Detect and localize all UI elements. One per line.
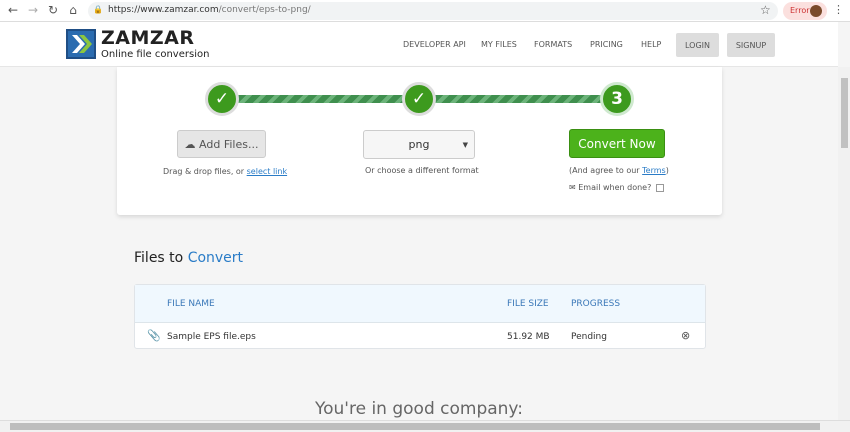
paperclip-icon: 📎 <box>147 329 161 342</box>
brand-tagline: Online file conversion <box>101 49 210 60</box>
column-file-size: FILE SIZE <box>507 299 549 309</box>
caret-down-icon: ▼ <box>462 141 468 149</box>
email-checkbox[interactable] <box>656 184 664 192</box>
agree-close: ) <box>665 166 669 175</box>
terms-note: (And agree to our Terms) <box>569 166 669 175</box>
vertical-scroll-thumb[interactable] <box>841 78 848 148</box>
file-progress: Pending <box>571 332 607 342</box>
url-path: /convert/eps-to-png/ <box>218 5 311 15</box>
zamzar-logo-icon[interactable] <box>66 29 96 59</box>
terms-link[interactable]: Terms <box>642 166 666 175</box>
file-name: Sample EPS file.eps <box>167 332 256 342</box>
convert-now-button[interactable]: Convert Now <box>569 129 665 158</box>
format-select[interactable]: png ▼ <box>363 130 475 159</box>
file-size: 51.92 MB <box>507 332 550 342</box>
avatar <box>810 5 822 17</box>
files-table: FILE NAME FILE SIZE PROGRESS 📎 Sample EP… <box>134 284 706 349</box>
files-heading-text: Files to <box>134 250 188 266</box>
remove-file-icon[interactable]: ⊗ <box>681 329 691 342</box>
drag-drop-hint: Drag & drop files, or select link <box>163 167 287 176</box>
home-icon[interactable]: ⌂ <box>69 3 77 17</box>
table-header <box>135 285 705 323</box>
signup-button[interactable]: SIGNUP <box>727 33 775 57</box>
nav-pricing[interactable]: PRICING <box>590 40 623 49</box>
select-link[interactable]: select link <box>246 167 288 176</box>
agree-text: (And agree to our <box>569 166 643 175</box>
reload-icon[interactable]: ↻ <box>47 3 59 17</box>
star-icon[interactable]: ☆ <box>760 3 771 17</box>
column-progress: PROGRESS <box>571 299 621 309</box>
vertical-scrollbar[interactable] <box>838 67 850 420</box>
add-files-button[interactable]: ☁ Add Files... <box>177 130 266 158</box>
horizontal-scroll-thumb[interactable] <box>10 423 820 430</box>
files-heading: Files to Convert <box>134 250 243 266</box>
progress-bar-2 <box>435 95 601 103</box>
company-heading: You're in good company: <box>315 399 523 419</box>
nav-formats[interactable]: FORMATS <box>534 40 573 49</box>
format-value: png <box>408 138 430 151</box>
column-file-name: FILE NAME <box>167 299 215 309</box>
menu-icon[interactable]: ⋮ <box>833 3 844 16</box>
email-label: Email when done? <box>578 183 652 192</box>
url-host: https://www.zamzar.com <box>108 5 219 15</box>
address-bar[interactable]: https://www.zamzar.com/convert/eps-to-pn… <box>88 2 778 20</box>
drag-text: Drag & drop files, or <box>163 167 247 176</box>
cloud-upload-icon: ☁ <box>184 138 196 151</box>
nav-developer-api[interactable]: DEVELOPER API <box>403 40 466 49</box>
nav-help[interactable]: HELP <box>641 40 662 49</box>
brand-name[interactable]: ZAMZAR <box>101 27 195 49</box>
lock-icon: 🔒 <box>93 5 103 14</box>
format-hint: Or choose a different format <box>365 166 479 175</box>
nav-my-files[interactable]: MY FILES <box>481 40 517 49</box>
login-button[interactable]: LOGIN <box>676 33 719 57</box>
step-3-indicator: 3 <box>600 82 634 116</box>
forward-icon[interactable]: → <box>27 3 39 17</box>
progress-bar-1 <box>238 95 404 103</box>
add-files-label: Add Files... <box>199 138 259 151</box>
step-2-check-icon: ✓ <box>402 82 436 116</box>
envelope-icon: ✉ <box>569 183 576 192</box>
files-heading-highlight: Convert <box>187 250 244 266</box>
back-icon[interactable]: ← <box>7 3 19 17</box>
email-option: ✉ Email when done? <box>569 183 651 192</box>
step-1-check-icon: ✓ <box>205 82 239 116</box>
